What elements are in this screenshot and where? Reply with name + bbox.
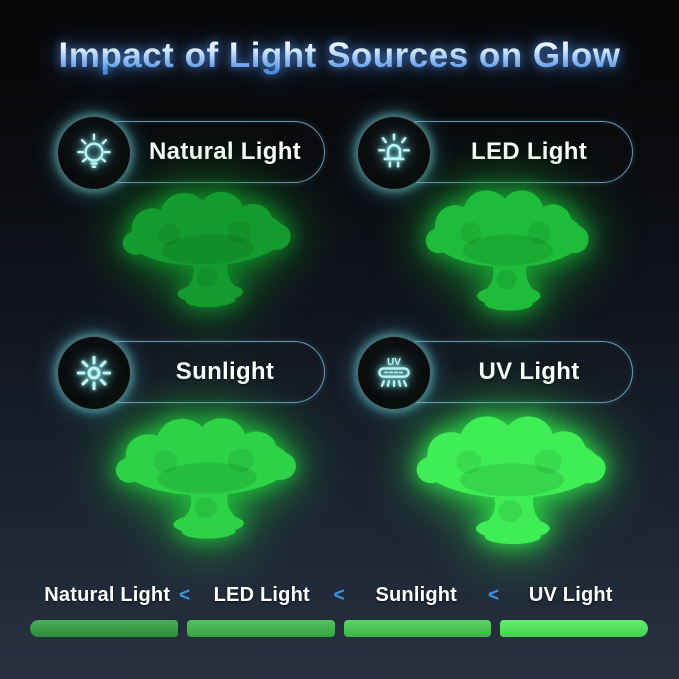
glow-bar-uv	[500, 620, 648, 637]
comparison-label-sunlight: Sunlight	[375, 583, 458, 606]
comparison-bars	[30, 620, 648, 637]
page-title-text: Impact of Light Sources on Glow	[58, 36, 621, 75]
sun-icon	[57, 336, 131, 410]
light-source-card-sunlight: Sunlight	[57, 334, 325, 410]
comparison-legend: Natural Light LED Light Sunlight UV Ligh…	[30, 581, 648, 637]
glow-cloud-shape	[103, 414, 311, 550]
light-source-card-led: LED Light	[357, 114, 633, 190]
comparison-label-natural: Natural Light	[44, 583, 171, 606]
comparison-label-led: LED Light	[213, 583, 310, 606]
light-source-label: Sunlight	[175, 358, 275, 385]
less-than-icon: <	[333, 585, 345, 606]
led-light-icon	[357, 116, 431, 190]
glow-cloud-shape	[404, 414, 620, 554]
light-source-card-natural: Natural Light	[57, 114, 325, 190]
glow-cloud-sunlight	[103, 414, 311, 550]
svg-text:UV: UV	[387, 357, 401, 368]
glow-bar-sunlight	[343, 620, 492, 637]
light-source-label: UV Light	[478, 358, 580, 385]
light-source-label: LED Light	[470, 138, 587, 165]
glow-cloud-uv	[404, 414, 620, 554]
less-than-icon: <	[487, 585, 500, 606]
glow-cloud-shape	[415, 188, 601, 320]
glow-bar-natural	[30, 620, 178, 637]
less-than-icon: <	[178, 585, 191, 606]
glow-cloud-shape	[110, 187, 306, 320]
glow-bar-led	[186, 620, 335, 637]
page-title: Impact of Light Sources on Glow	[0, 36, 679, 76]
uv-lamp-icon: UV	[357, 336, 431, 410]
comparison-labels: Natural Light LED Light Sunlight UV Ligh…	[30, 581, 648, 609]
bulb-icon	[57, 116, 131, 190]
glow-cloud-natural	[110, 187, 306, 320]
glow-cloud-led	[415, 188, 601, 320]
light-source-label: Natural Light	[149, 138, 301, 165]
comparison-label-uv: UV Light	[528, 583, 613, 606]
light-source-card-uv: UV UV Light	[357, 334, 633, 410]
